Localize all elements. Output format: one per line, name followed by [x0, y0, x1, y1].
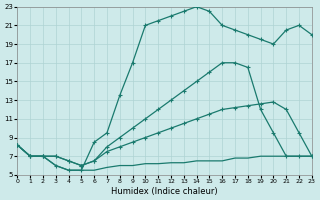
X-axis label: Humidex (Indice chaleur): Humidex (Indice chaleur) — [111, 187, 218, 196]
